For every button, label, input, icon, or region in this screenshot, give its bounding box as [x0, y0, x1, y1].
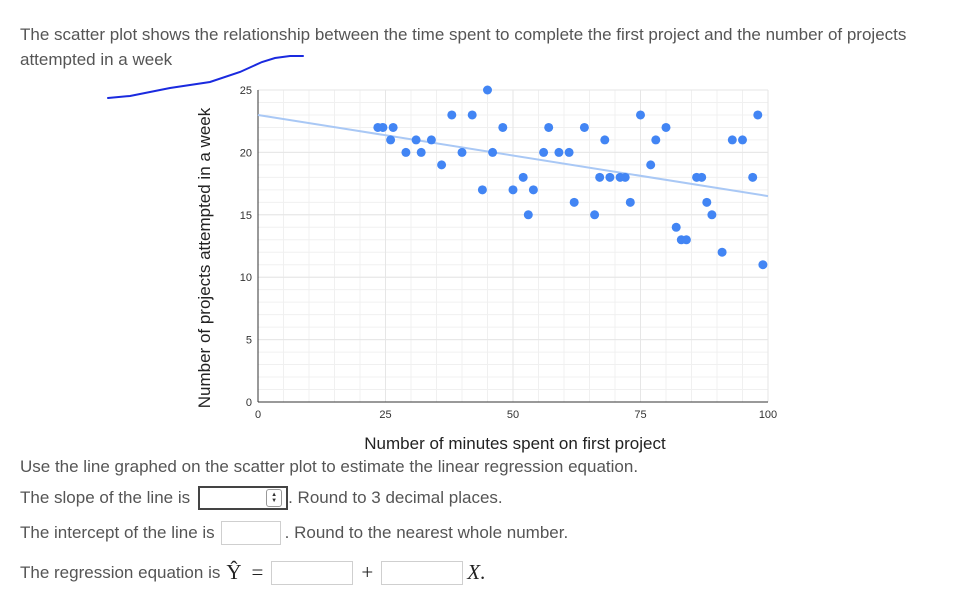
question-text: Use the line graphed on the scatter plot…	[20, 457, 639, 476]
slope-row: The slope of the line is ▲ ▼ . Round to 3…	[20, 486, 503, 510]
data-point	[646, 160, 656, 170]
slope-label: The slope of the line is	[20, 488, 191, 507]
data-point	[758, 260, 768, 270]
intercept-row: The intercept of the line is . Round to …	[20, 521, 568, 545]
data-point	[625, 197, 635, 207]
data-point	[595, 172, 605, 182]
data-point	[707, 210, 717, 220]
data-point	[753, 110, 763, 120]
data-point	[483, 85, 492, 95]
data-point	[386, 135, 396, 145]
y-axis-title-wrap: Number of projects attempted in a week	[190, 85, 220, 430]
data-point	[717, 247, 727, 257]
y-tick-label: 15	[240, 210, 252, 222]
y-tick-label: 0	[246, 397, 252, 409]
data-point	[416, 147, 426, 157]
trendline	[257, 113, 769, 198]
slope-input[interactable]: ▲ ▼	[198, 486, 289, 510]
data-point	[426, 135, 436, 145]
data-point	[697, 172, 707, 182]
problem-intro: The scatter plot shows the relationship …	[20, 25, 907, 69]
data-point	[544, 122, 554, 132]
equation-slope-input[interactable]	[381, 560, 464, 585]
data-point	[457, 147, 467, 157]
data-point	[579, 122, 589, 132]
data-point	[727, 135, 737, 145]
equation-row: The regression equation is Ŷ = + X .	[20, 560, 485, 585]
x-tick-label: 100	[759, 409, 777, 421]
equals-sign: =	[251, 560, 264, 584]
y-tick-label: 20	[240, 147, 252, 159]
x-axis-title: Number of minutes spent on first project	[364, 434, 666, 453]
data-point	[605, 172, 615, 182]
data-point	[564, 147, 574, 157]
data-point	[467, 110, 477, 120]
data-point	[518, 172, 528, 182]
y-tick-label: 10	[240, 272, 252, 284]
data-point	[590, 210, 600, 220]
data-point	[661, 122, 671, 132]
data-point	[508, 185, 518, 195]
y-axis-title: Number of projects attempted in a week	[195, 107, 214, 408]
data-point	[411, 135, 421, 145]
plus-sign: +	[361, 560, 374, 584]
data-point	[401, 147, 411, 157]
equation-period: .	[480, 560, 486, 584]
stepper-icon[interactable]: ▲ ▼	[266, 489, 283, 507]
data-point	[378, 122, 388, 132]
intercept-input[interactable]	[220, 521, 281, 545]
data-point	[447, 110, 457, 120]
x-variable: X	[467, 560, 481, 584]
data-point	[600, 135, 610, 145]
x-tick-label: 50	[507, 409, 519, 421]
data-point	[620, 172, 630, 182]
data-point	[388, 122, 398, 132]
data-point	[477, 185, 487, 195]
data-point	[488, 147, 498, 157]
data-point	[554, 147, 564, 157]
data-point	[569, 197, 579, 207]
scatter-chart: 0 5 10 15 20 25 0 25 50 75 100	[240, 85, 777, 421]
data-point	[539, 147, 549, 157]
data-point	[671, 222, 681, 232]
equation-intercept-input[interactable]	[271, 560, 354, 585]
y-tick-label: 5	[246, 335, 252, 347]
equation-label: The regression equation is	[20, 562, 221, 582]
x-tick-label: 25	[379, 409, 391, 421]
data-point	[636, 110, 645, 120]
data-point	[702, 197, 712, 207]
data-point	[498, 122, 508, 132]
y-hat-symbol: Ŷ	[226, 560, 242, 584]
data-point	[437, 160, 447, 170]
data-point	[681, 235, 691, 245]
data-point	[528, 185, 538, 195]
intercept-note: . Round to the nearest whole number.	[284, 523, 569, 542]
data-point	[748, 172, 758, 182]
x-tick-label: 75	[634, 409, 646, 421]
data-point	[738, 135, 747, 145]
x-tick-label: 0	[255, 409, 261, 421]
data-point	[651, 135, 661, 145]
data-point	[523, 210, 533, 220]
slope-note: . Round to 3 decimal places.	[288, 488, 503, 507]
y-tick-label: 25	[240, 85, 252, 97]
intercept-label: The intercept of the line is	[20, 523, 215, 542]
